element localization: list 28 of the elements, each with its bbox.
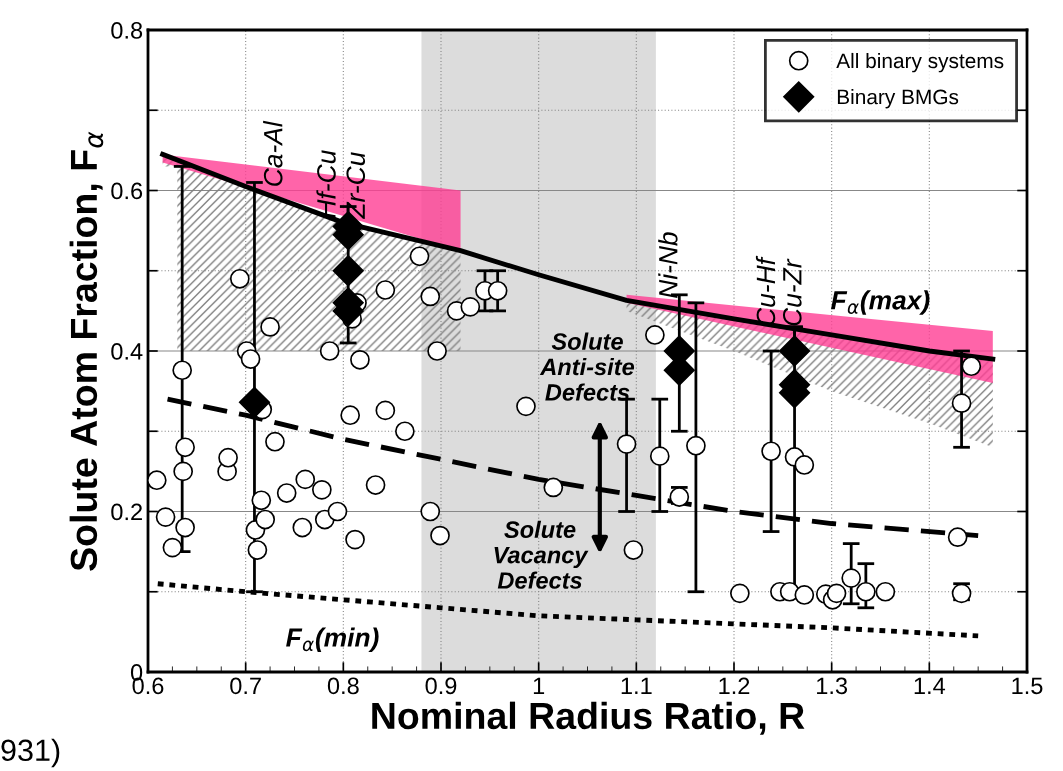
y-tick-label: 0.8 — [111, 22, 143, 39]
legend-label: All binary systems — [836, 52, 1004, 73]
x-tick-label: 1.1 — [621, 677, 652, 694]
x-tick-label: 0.8 — [327, 677, 359, 695]
x-tick-label: 1.3 — [817, 677, 848, 695]
point — [332, 255, 364, 287]
x-tick-label: 1.2 — [719, 677, 750, 694]
y-tick-label: 0.4 — [111, 343, 143, 360]
y-tick-label: 0.2 — [111, 503, 142, 521]
annotation: Ni-Nb — [658, 232, 678, 299]
x-tick-label: 0.7 — [230, 677, 261, 695]
text: 931) — [1, 738, 60, 768]
legend-label: Binary BMGs — [837, 89, 959, 109]
x-tick-label: 0.9 — [425, 677, 457, 695]
x-tick-label: 1 — [533, 677, 545, 694]
y-axis-title: Solute Atom Fraction, F$_{α}$ — [69, 131, 104, 571]
point — [778, 335, 811, 367]
y-tick-label: 0.6 — [111, 182, 143, 200]
x-axis-title: Nominal Radius Ratio, R — [372, 701, 805, 735]
annotation: Ca-Al — [263, 120, 283, 186]
point — [238, 386, 271, 418]
annotation: Solute Vacancy Defects — [494, 520, 589, 589]
annotation: F$_{α}$(max) — [831, 290, 930, 315]
x-tick-label: 1.4 — [914, 677, 946, 694]
annotation: F$_{α}$(min) — [286, 627, 379, 653]
annotation: Solute Anti-site Defects — [539, 332, 635, 401]
x-tick-label: 1.5 — [1012, 677, 1043, 695]
annotation: Cu-Zr — [782, 258, 802, 326]
